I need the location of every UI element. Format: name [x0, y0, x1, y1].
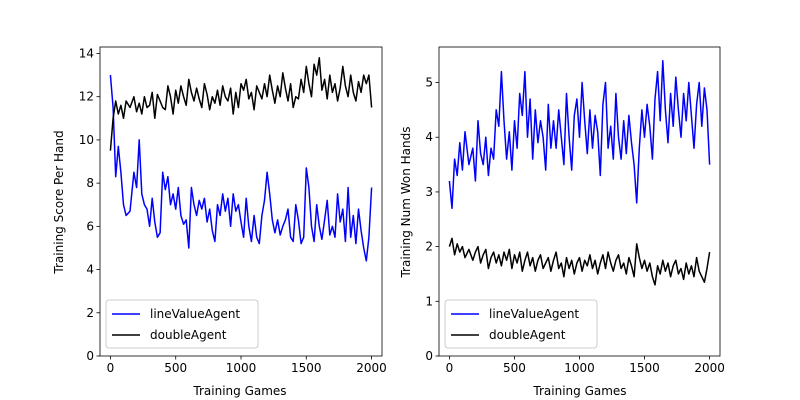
- left-chart-x-tick-label: 1500: [291, 361, 322, 375]
- left-chart-legend: [105, 299, 259, 349]
- right-chart-y-tick-label: 5: [425, 76, 433, 90]
- left-chart-x-tick-label: 2000: [356, 361, 387, 375]
- right-chart-y-axis-label: Training Num Won Hands: [399, 126, 413, 278]
- right-chart-x-axis-label: Training Games: [532, 384, 626, 398]
- right-chart-legend-label-doubleAgent: doubleAgent: [489, 328, 566, 342]
- right-chart-legend-label-lineValueAgent: lineValueAgent: [489, 307, 579, 321]
- left-chart: Training Score Per Hand Training Games 0…: [52, 46, 387, 398]
- right-chart-legend: [444, 299, 598, 349]
- left-chart-legend-label-doubleAgent: doubleAgent: [150, 328, 227, 342]
- left-chart-y-tick-label: 2: [86, 306, 94, 320]
- left-chart-y-tick-label: 6: [86, 219, 94, 233]
- right-chart-y-tick-label: 0: [425, 349, 433, 363]
- right-chart-x-tick-label: 0: [446, 361, 454, 375]
- right-chart-y-tick-label: 4: [425, 130, 433, 144]
- right-chart-x-tick-label: 1000: [564, 361, 595, 375]
- right-chart-y-tick-label: 2: [425, 240, 433, 254]
- left-chart-x-axis-label: Training Games: [192, 384, 286, 398]
- left-chart-y-tick-label: 4: [86, 263, 94, 277]
- right-chart-x-tick-label: 1500: [629, 361, 660, 375]
- left-chart-series-lineValueAgent: [109, 75, 373, 262]
- left-chart-y-tick-label: 12: [79, 90, 94, 104]
- left-chart-y-tick-label: 8: [86, 176, 94, 190]
- left-chart-x-tick-label: 0: [107, 361, 115, 375]
- left-chart-y-tick-label: 10: [79, 133, 94, 147]
- right-chart-series-doubleAgent: [448, 237, 711, 286]
- right-chart-y-tick-label: 3: [425, 185, 433, 199]
- right-chart-x-tick-label: 500: [503, 361, 526, 375]
- left-chart-x-tick-label: 1000: [226, 361, 257, 375]
- right-chart-series-lineValueAgent: [448, 59, 711, 210]
- right-chart-x-tick-label: 2000: [694, 361, 725, 375]
- right-chart: Training Num Won Hands Training Games 0 5…: [399, 46, 725, 398]
- left-chart-y-tick-label: 0: [86, 349, 94, 363]
- right-chart-y-tick-label: 1: [425, 294, 433, 308]
- left-chart-legend-label-lineValueAgent: lineValueAgent: [150, 307, 240, 321]
- left-chart-y-tick-label: 14: [79, 46, 94, 60]
- left-chart-x-tick-label: 500: [164, 361, 187, 375]
- left-chart-series-doubleAgent: [109, 57, 373, 151]
- left-chart-y-axis-label: Training Score Per Hand: [52, 130, 66, 274]
